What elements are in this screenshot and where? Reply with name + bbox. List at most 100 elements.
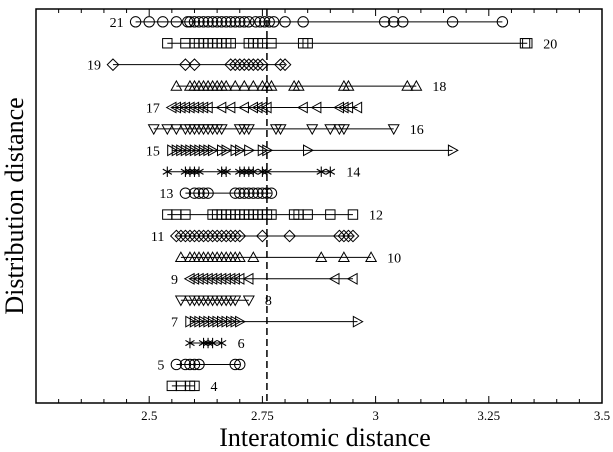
series-row-19: 19 — [87, 58, 292, 74]
row-label: 18 — [432, 80, 446, 95]
data-point — [202, 187, 214, 199]
data-point — [239, 166, 250, 177]
data-point — [306, 124, 319, 136]
data-point — [283, 229, 296, 243]
data-point — [224, 101, 236, 114]
data-point — [170, 16, 183, 28]
data-point — [229, 16, 241, 28]
plot-frame — [35, 8, 603, 404]
data-point — [397, 16, 409, 28]
series-row-16: 16 — [147, 123, 424, 138]
data-point — [337, 101, 349, 114]
data-point — [188, 229, 201, 243]
data-point — [228, 229, 242, 243]
data-point — [247, 251, 260, 263]
data-point — [297, 16, 309, 28]
row-label: 9 — [171, 273, 178, 288]
data-point — [183, 229, 197, 243]
row-label: 17 — [146, 102, 160, 117]
data-point — [235, 144, 246, 157]
data-point — [197, 187, 210, 199]
data-point — [202, 16, 214, 28]
data-point — [315, 251, 328, 263]
data-point — [207, 144, 219, 157]
row-label: 16 — [410, 123, 424, 138]
data-point — [180, 166, 191, 177]
data-point — [252, 187, 264, 199]
data-point — [189, 380, 200, 392]
row-label: 20 — [543, 37, 557, 52]
data-point — [238, 187, 250, 199]
data-point — [203, 337, 213, 349]
series-row-13: 13 — [159, 187, 278, 202]
data-point — [197, 229, 210, 243]
data-point — [346, 272, 358, 285]
row-label: 7 — [171, 316, 178, 331]
data-point — [221, 166, 231, 177]
row-label: 19 — [87, 59, 101, 74]
data-point — [179, 187, 192, 199]
series-row-10: 10 — [174, 251, 401, 266]
series-row-8: 8 — [174, 294, 272, 309]
series-row-5: 5 — [157, 358, 246, 373]
data-point — [224, 229, 238, 243]
data-point — [229, 295, 242, 307]
data-point — [192, 229, 206, 243]
series-row-20: 20 — [162, 37, 557, 52]
data-point — [279, 16, 291, 28]
data-point — [251, 58, 265, 72]
data-point — [254, 16, 266, 28]
data-point — [229, 272, 240, 285]
data-point — [194, 166, 204, 177]
data-point — [337, 124, 350, 136]
row-label: 5 — [157, 358, 164, 373]
data-point — [325, 209, 336, 220]
data-point — [216, 166, 227, 177]
data-point — [238, 79, 251, 91]
row-label: 21 — [110, 16, 124, 31]
y-axis-label: Distribution distance — [0, 97, 29, 314]
data-point — [215, 124, 228, 136]
data-point — [342, 79, 355, 91]
data-point — [180, 209, 191, 220]
data-point — [106, 58, 120, 72]
data-point — [446, 16, 459, 28]
data-point — [185, 166, 195, 177]
data-point — [188, 58, 201, 72]
row-label: 13 — [159, 187, 173, 202]
data-point — [228, 58, 242, 72]
data-point — [220, 16, 232, 28]
data-point — [193, 16, 205, 28]
series-row-11: 11 — [151, 229, 360, 245]
series-row-14: 14 — [162, 166, 360, 181]
data-point — [193, 187, 205, 199]
data-point — [225, 38, 236, 49]
x-tick-label: 3.25 — [477, 408, 500, 423]
data-point — [337, 229, 351, 243]
data-point — [248, 166, 259, 177]
x-tick-label: 2.75 — [251, 408, 274, 423]
data-point — [220, 79, 233, 91]
data-point — [242, 272, 254, 285]
data-point — [174, 229, 188, 243]
data-point — [238, 16, 250, 28]
data-point — [247, 79, 260, 91]
data-point — [256, 187, 269, 199]
series-row-21: 21 — [110, 16, 509, 31]
data-point — [162, 166, 173, 177]
data-point — [229, 187, 241, 199]
data-point — [169, 229, 183, 243]
data-point — [302, 209, 313, 220]
data-point — [258, 16, 271, 28]
data-point — [233, 251, 246, 263]
data-point — [206, 16, 219, 28]
series-row-9: 9 — [171, 272, 358, 288]
data-point — [303, 144, 314, 157]
data-point — [221, 144, 233, 157]
row-label: 15 — [146, 144, 160, 159]
data-point — [235, 315, 246, 328]
data-point — [234, 166, 245, 177]
data-point — [244, 166, 254, 177]
data-point — [346, 229, 360, 243]
series-row-4: 4 — [166, 380, 217, 395]
